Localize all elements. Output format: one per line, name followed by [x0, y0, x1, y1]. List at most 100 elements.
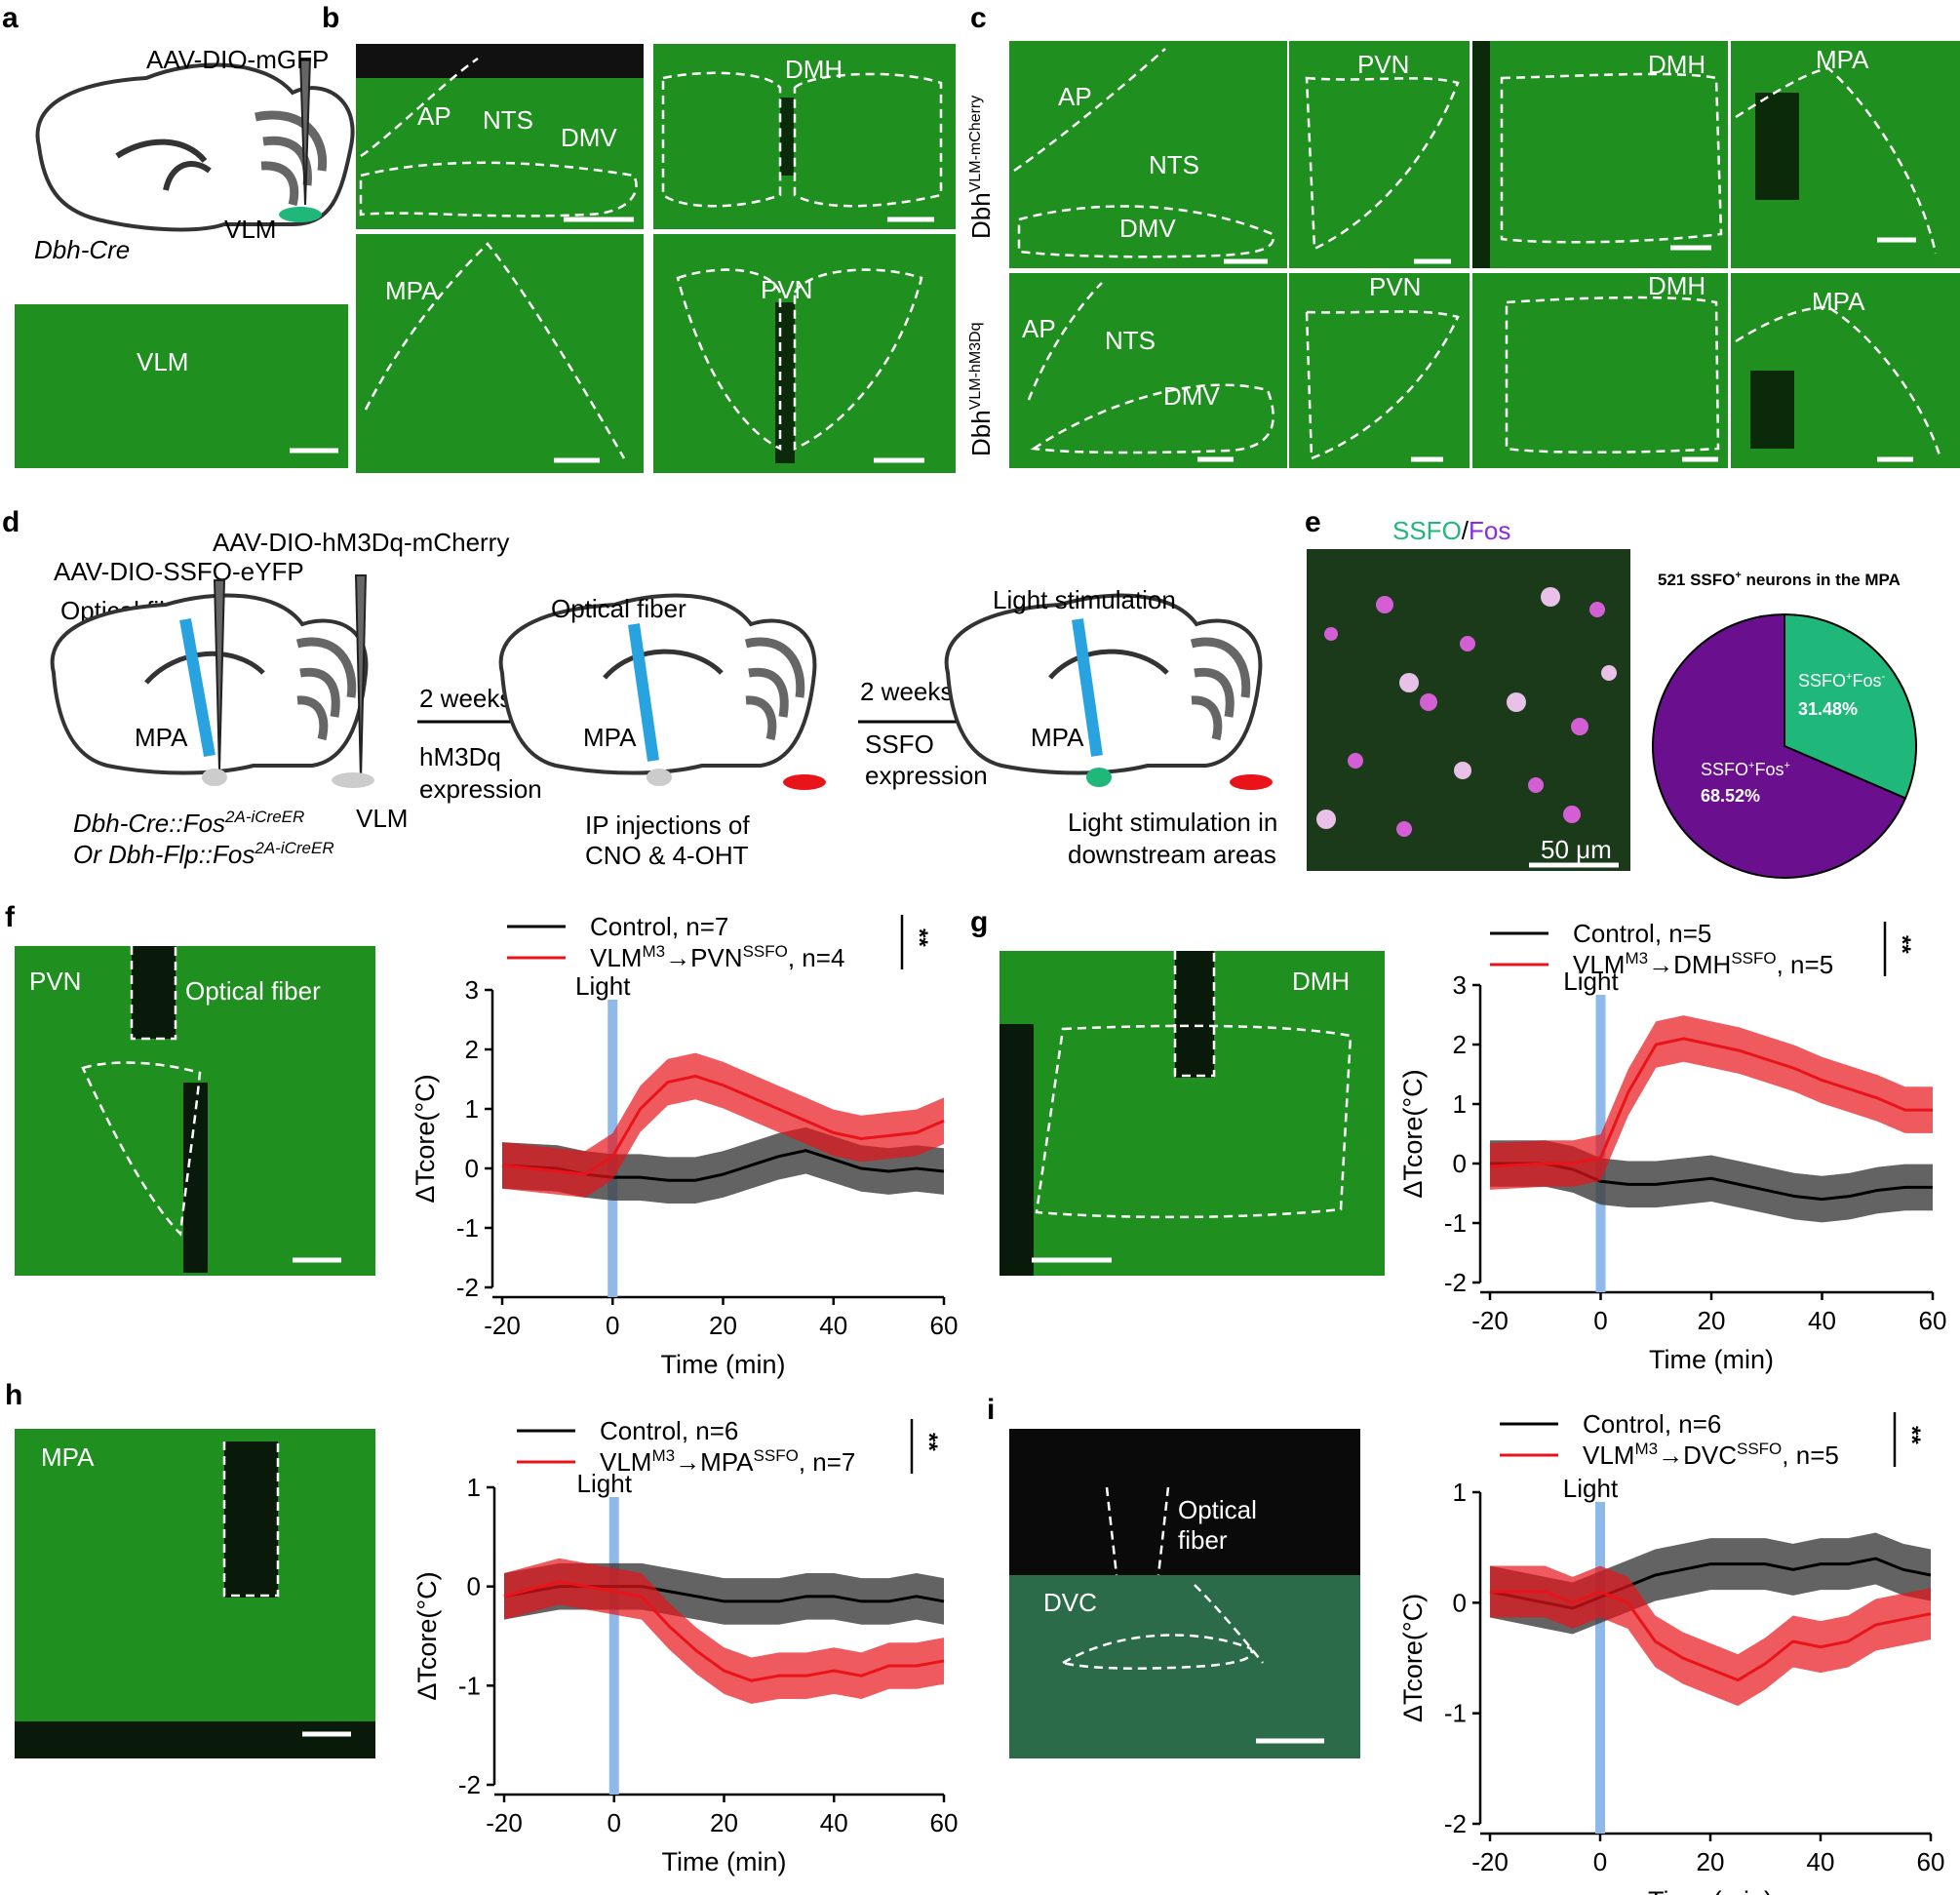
label-mpa-b: MPA	[385, 276, 439, 305]
y-tick-label: 2	[465, 1035, 479, 1064]
ventricle	[780, 98, 794, 176]
ventricle	[1755, 93, 1799, 200]
step2-line2: expression	[865, 761, 988, 790]
significance-label: **	[906, 928, 932, 947]
panel-a: AAV-DIO-mGFP VLM Dbh-Cre VLM	[15, 45, 355, 468]
y-tick-label: -1	[458, 1671, 481, 1700]
e-title: SSFO/Fos	[1392, 516, 1510, 545]
chart-f: -2 -1 0 1 2 3 -20 0 20 40 60 Time (min) ΔTcore(°C) Li…	[411, 912, 958, 1379]
ventricle	[775, 302, 795, 463]
pie-neg-value: 31.48%	[1798, 699, 1858, 719]
panel-letter-d: d	[2, 506, 20, 538]
cerebellum-d2	[744, 637, 805, 741]
micrograph-c-dmh-1	[1472, 41, 1728, 268]
y-tick-label: -1	[1444, 1699, 1467, 1728]
y-tick-label: 0	[1453, 1149, 1467, 1178]
y-tick-label: -1	[1444, 1208, 1467, 1238]
x-tick-label: 40	[1807, 1847, 1835, 1876]
step2-line1: SSFO	[865, 730, 934, 759]
micrograph-i: Optical fiber DVC	[1009, 1429, 1360, 1758]
x-tick-label: 20	[1697, 1847, 1725, 1876]
outline	[364, 242, 626, 459]
brain-sagittal-d1	[50, 593, 369, 775]
label-i-fiber-2: fiber	[1178, 1525, 1228, 1555]
legend-entry: Control, n=7	[590, 912, 728, 941]
brain-structure-d1	[144, 651, 265, 685]
mouse-line-d2: Or Dbh-Flp::Fos2A-iCreER	[73, 839, 334, 869]
panel-d: AAV-DIO-hM3Dq-mCherry AAV-DIO-SSFO-eYFP …	[50, 528, 1277, 870]
series-line	[1490, 1590, 1932, 1682]
x-tick-label: 0	[1593, 1847, 1607, 1876]
x-tick-label: 20	[710, 1808, 738, 1837]
micrograph-b-mpa	[356, 234, 644, 473]
cerebellum-d1	[295, 637, 357, 741]
x-tick-label: 20	[1698, 1306, 1726, 1335]
legend-entry: VLMM3→DVCSSFO, n=5	[1583, 1440, 1839, 1470]
mpa-label-d2: MPA	[583, 723, 637, 752]
panel-letter-i: i	[987, 1394, 995, 1426]
downstream-line2: downstream areas	[1068, 840, 1276, 869]
brain-sagittal-d2	[498, 593, 817, 775]
mpa-site-d3	[1086, 768, 1112, 787]
label-c-mpa-2: MPA	[1812, 287, 1865, 316]
panel-letter-f: f	[5, 901, 16, 933]
label-c-nts-2: NTS	[1105, 326, 1156, 355]
y-tick-label: -2	[456, 1273, 479, 1302]
optical-fiber-d3	[1072, 618, 1103, 757]
mouse-line-d1: Dbh-Cre::Fos2A-iCreER	[73, 808, 304, 838]
label-h-mpa: MPA	[41, 1442, 95, 1472]
y-tick-label: 1	[465, 1094, 479, 1124]
y-tick-label: -1	[456, 1213, 479, 1243]
x-tick-label: -20	[1471, 1306, 1509, 1335]
outline	[1013, 48, 1166, 173]
panel-letter-g: g	[970, 906, 988, 938]
label-c-dmh-2: DMH	[1648, 271, 1705, 300]
mpa-site-d2	[647, 769, 672, 786]
legend-entry: Control, n=6	[600, 1416, 738, 1445]
pie-pos-label: SSFO+Fos+	[1701, 760, 1790, 779]
panel-letter-a: a	[2, 2, 19, 34]
x-tick-label: 40	[1808, 1306, 1836, 1335]
outline	[661, 71, 782, 208]
y-tick-label: 0	[465, 1154, 479, 1183]
x-tick-label: -20	[484, 1311, 521, 1340]
x-tick-label: 0	[608, 1808, 621, 1837]
vlm-site-d1	[332, 772, 374, 788]
light-label: Light	[577, 1469, 633, 1498]
x-tick-label: 60	[1919, 1306, 1947, 1335]
label-c-nts-1: NTS	[1149, 150, 1199, 179]
outline	[1500, 72, 1723, 244]
x-tick-label: -20	[486, 1808, 523, 1837]
vlm-site-d3	[1230, 774, 1273, 790]
optical-fiber-d1	[179, 617, 216, 758]
label-c-mpa-1: MPA	[1816, 45, 1869, 74]
injection-needle-d1	[213, 579, 226, 771]
vlm-injection-site	[279, 207, 322, 222]
label-ap-b: AP	[417, 101, 451, 131]
micrograph-c-ap-1	[1009, 41, 1287, 268]
y-axis-label: ΔTcore(°C)	[411, 1074, 440, 1203]
panel-letter-b: b	[322, 2, 339, 34]
x-tick-label: 40	[819, 1311, 847, 1340]
label-c-dmh-1: DMH	[1648, 50, 1705, 79]
series-line	[501, 1074, 945, 1176]
y-tick-label: 1	[467, 1473, 481, 1502]
y-axis-label: ΔTcore(°C)	[1398, 1594, 1428, 1722]
virus-hm3dq: AAV-DIO-hM3Dq-mCherry	[213, 528, 509, 557]
panel-letter-c: c	[970, 2, 987, 34]
panel-c: DbhVLM-mCherry DbhVLM-hM3Dq AP NTS DMV P…	[966, 41, 1960, 468]
brain-structure-a	[115, 138, 212, 191]
error-band	[1490, 1565, 1931, 1707]
label-c-ap-2: AP	[1022, 314, 1056, 343]
ventricle	[1750, 371, 1794, 449]
outline	[1030, 383, 1274, 454]
y-tick-label: 1	[1453, 1478, 1467, 1507]
panel-e: SSFO/Fos 50 μm 521 SSFO+ neurons in the …	[1307, 516, 1917, 879]
micrograph-c-dmh-2	[1472, 273, 1728, 468]
row-label-hm3dq: DbhVLM-hM3Dq	[966, 322, 996, 456]
mpa-label-d3: MPA	[1031, 723, 1084, 752]
light-label: Light	[1563, 967, 1619, 996]
brain-structure-d2	[603, 649, 724, 680]
micrograph-f: PVN Optical fiber	[15, 946, 375, 1276]
